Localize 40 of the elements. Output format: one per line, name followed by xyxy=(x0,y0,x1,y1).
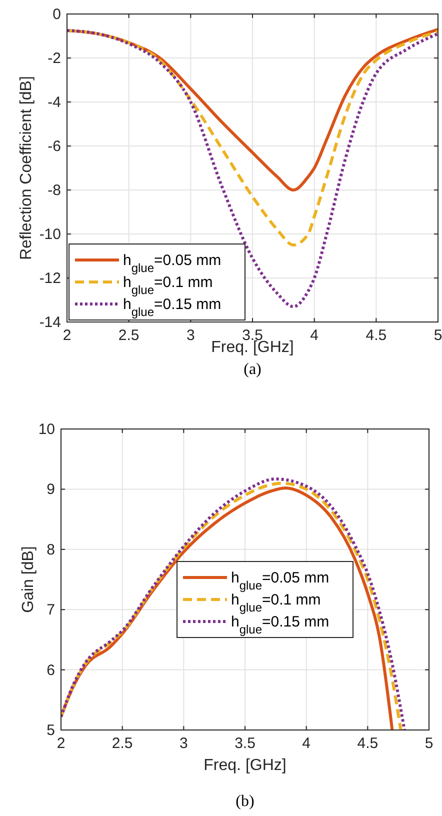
y-tick-label: -2 xyxy=(48,50,61,67)
y-tick-label: 5 xyxy=(46,722,55,739)
y-tick-label: -12 xyxy=(39,270,61,287)
y-tick-label: 8 xyxy=(46,541,55,558)
x-tick-label: 3.5 xyxy=(234,735,256,752)
text: (a) xyxy=(244,361,262,378)
y-tick-label: -4 xyxy=(48,94,61,111)
x-tick-label: 2.5 xyxy=(112,735,133,752)
y-tick-label: 6 xyxy=(46,662,55,679)
y-tick-label: -14 xyxy=(39,314,61,331)
x-tick-label: 5 xyxy=(434,327,442,344)
legend-label: h$_{glue}$=0.15 mm xyxy=(123,296,222,319)
legend-label: h$_{glue}$=0.15 mm xyxy=(231,614,330,636)
x-tick-label: 4 xyxy=(302,735,311,752)
y-tick-label: -8 xyxy=(48,182,61,199)
x-tick-label: 2.5 xyxy=(118,327,140,344)
legend-label: h$_{glue}$=0.05 mm xyxy=(231,570,330,592)
line-series xyxy=(67,29,438,308)
x-tick-label: 3 xyxy=(186,327,195,344)
legend-label: h$_{glue}$=0.1 mm xyxy=(123,274,213,297)
x-tick-label: 3 xyxy=(179,735,188,752)
x-tick-label: 4.5 xyxy=(366,327,387,344)
y-tick-label: 0 xyxy=(52,6,61,23)
x-axis-title: Freq. [GHz] xyxy=(204,757,286,774)
y-axis-title: Gain [dB] xyxy=(20,546,37,613)
y-axis-title: Reflection Coefficient [dB] xyxy=(18,76,35,260)
x-tick-label: 5 xyxy=(424,735,434,752)
legend-label: h$_{glue}$=0.1 mm xyxy=(231,592,321,614)
x-tick-label: 4.5 xyxy=(357,735,378,752)
x-tick-label: 4 xyxy=(310,327,319,344)
x-tick-label: 2 xyxy=(62,327,72,344)
text: (b) xyxy=(236,793,254,810)
y-tick-label: 7 xyxy=(46,602,55,619)
legend-label: h$_{glue}$=0.05 mm xyxy=(123,252,222,275)
y-tick-label: -10 xyxy=(39,226,61,243)
y-tick-label: -6 xyxy=(48,138,61,155)
y-tick-label: 10 xyxy=(38,421,55,438)
x-tick-label: 2 xyxy=(56,735,66,752)
line-series xyxy=(67,29,438,246)
y-tick-label: 9 xyxy=(46,481,55,498)
